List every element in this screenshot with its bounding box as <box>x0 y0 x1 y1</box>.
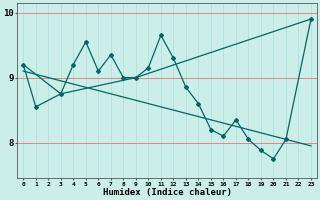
X-axis label: Humidex (Indice chaleur): Humidex (Indice chaleur) <box>103 188 232 197</box>
